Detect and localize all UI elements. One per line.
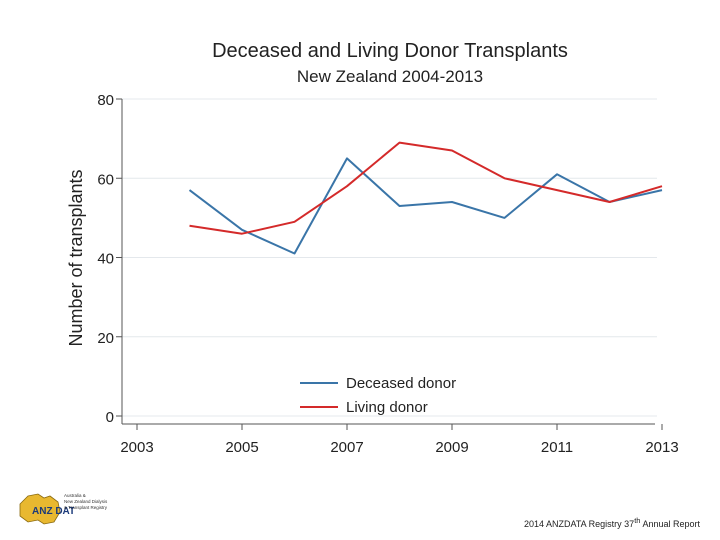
anzdata-logo: ANZ DATA (19, 493, 74, 525)
x-tick-label: 2009 (435, 439, 468, 456)
footer-credit: 2014 ANZDATA Registry 37th Annual Report (524, 516, 700, 529)
series-line-living-donor (189, 141, 663, 235)
y-tick-label: 40 (97, 251, 114, 268)
y-tick-label: 0 (106, 409, 114, 426)
x-tick-label: 2013 (645, 439, 678, 456)
y-axis-label: Number of transplants (66, 169, 86, 346)
y-tick-label: 20 (97, 330, 114, 347)
chart-title: Deceased and Living Donor Transplants (212, 40, 568, 62)
line-chart: Deceased and Living Donor Transplants Ne… (66, 40, 679, 456)
y-tick-label: 60 (97, 171, 114, 188)
logo-line: New Zealand Dialysis (64, 499, 108, 504)
x-tick-label: 2003 (120, 439, 153, 456)
footer-text: 2014 ANZDATA Registry 37 (523, 519, 635, 529)
series-line-deceased-donor (188, 157, 663, 255)
logo-line: Australia & (64, 493, 86, 498)
series-lines (188, 141, 663, 255)
x-tick-label: 2011 (541, 439, 573, 456)
logo-line: & Transplant Registry (64, 505, 108, 510)
logo-initials: ANZ DATA (32, 506, 74, 517)
logo-caption: Australia & New Zealand Dialysis & Trans… (64, 493, 134, 511)
legend-label: Living donor (346, 399, 428, 416)
gridlines (122, 98, 657, 417)
axes: 0 20 40 60 80 2003 2005 2007 2009 2011 2013 (97, 92, 678, 456)
y-tick-label: 80 (97, 92, 114, 109)
x-tick-label: 2005 (225, 439, 258, 456)
legend-label: Deceased donor (346, 375, 456, 392)
chart-subtitle: New Zealand 2004-2013 (297, 67, 483, 86)
x-tick-label: 2007 (330, 439, 363, 456)
footer-suffix: Annual Report (640, 519, 700, 529)
footer-superscript: th (634, 516, 641, 525)
legend: Deceased donor Living donor (300, 375, 456, 416)
